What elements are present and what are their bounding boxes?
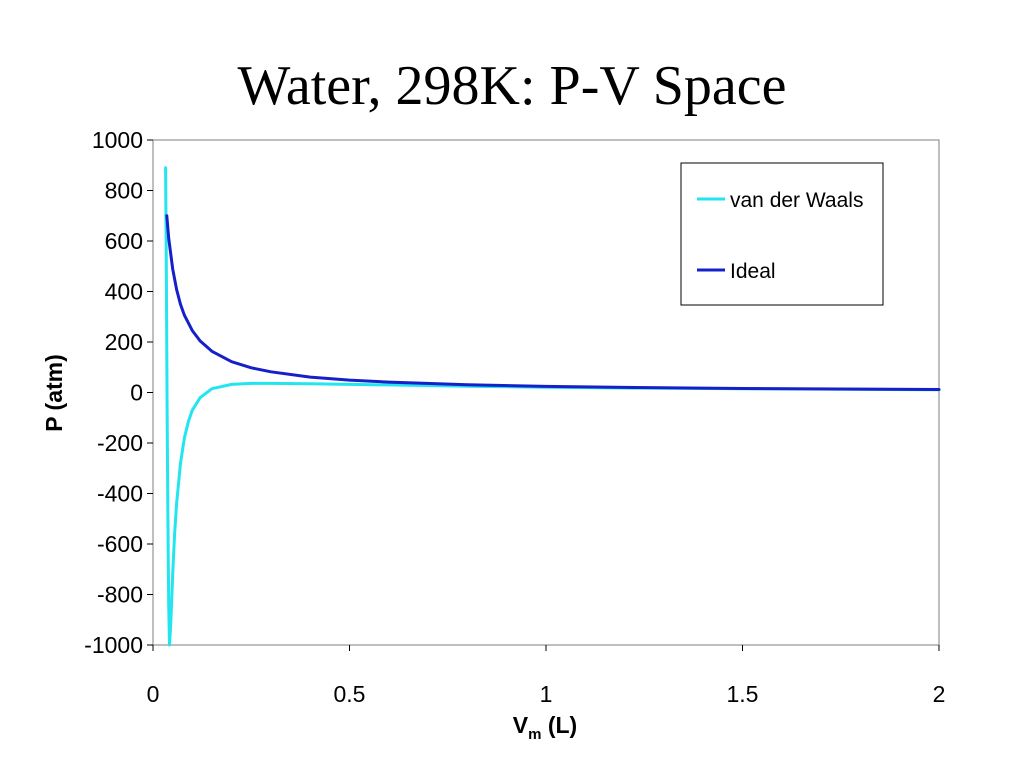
x-tick-label: 2 bbox=[933, 681, 946, 707]
y-tick-label: -200 bbox=[97, 430, 143, 456]
y-tick-label: 600 bbox=[105, 228, 143, 254]
y-tick-label: -1000 bbox=[84, 632, 143, 658]
x-tick-label: 0.5 bbox=[334, 681, 366, 707]
x-axis: 0 0.5 1 1.5 2 bbox=[147, 645, 946, 707]
series-line-ideal bbox=[165, 214, 941, 391]
legend-label-ideal: Ideal bbox=[730, 260, 776, 283]
x-axis-title-subscript: m bbox=[528, 726, 541, 743]
legend: van der Waals Ideal bbox=[680, 162, 884, 306]
y-axis: 1000 800 600 400 200 0 -200 -400 -600 -800 -1000 bbox=[84, 127, 153, 658]
y-tick-label: -400 bbox=[97, 481, 143, 507]
y-tick-label: -800 bbox=[97, 582, 143, 608]
x-axis-title-main: V bbox=[513, 712, 529, 738]
legend-label-van-der-waals: van der Waals bbox=[730, 189, 863, 212]
x-tick-label: 1.5 bbox=[727, 681, 759, 707]
x-axis-title: Vm (L) bbox=[513, 712, 577, 743]
x-tick-label: 1 bbox=[540, 681, 553, 707]
y-tick-label: 400 bbox=[105, 279, 143, 305]
x-tick-label: 0 bbox=[147, 681, 160, 707]
y-tick-label: -600 bbox=[97, 531, 143, 557]
series-line-van-der-waals bbox=[164, 166, 941, 647]
chart-title: Water, 298K: P-V Space bbox=[237, 55, 787, 117]
y-tick-label: 0 bbox=[130, 380, 143, 406]
y-tick-label: 1000 bbox=[92, 127, 143, 153]
y-tick-label: 800 bbox=[105, 178, 143, 204]
y-axis-title: P (atm) bbox=[41, 354, 67, 432]
legend-box bbox=[680, 162, 884, 306]
y-tick-label: 200 bbox=[105, 329, 143, 355]
x-axis-title-suffix: (L) bbox=[541, 712, 577, 738]
